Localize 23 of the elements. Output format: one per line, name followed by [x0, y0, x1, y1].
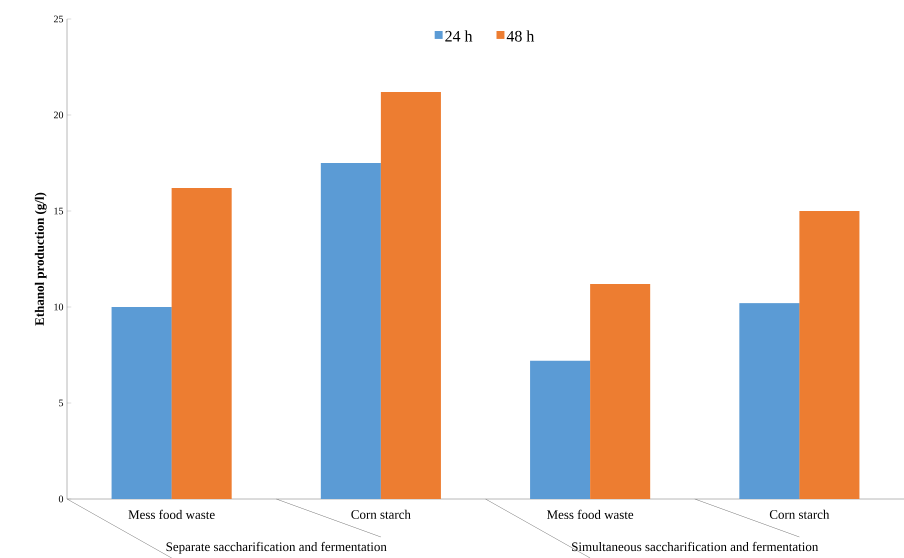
x-tick-label: Corn starch [770, 510, 830, 519]
bar [799, 211, 860, 499]
text: Separate saccharification and fermentation [166, 542, 387, 554]
x-tick-label: Mess food waste [128, 510, 215, 520]
legend-label: 24 h [445, 30, 472, 42]
y-tick-label: 10 [54, 304, 64, 310]
legend-label: 48 h [506, 30, 534, 42]
bar [739, 303, 800, 499]
y-axis-title: Ethanol production (g/l) [34, 192, 47, 326]
x-tick-label: Mess food waste [546, 510, 634, 520]
y-tick-label: 15 [54, 208, 64, 214]
x-tick-label: Corn starch [351, 510, 411, 519]
y-tick-label: 25 [54, 16, 64, 22]
bar [320, 163, 381, 499]
bar [112, 307, 172, 499]
bar [530, 360, 590, 499]
y-tick-label: 0 [58, 496, 64, 502]
bar [380, 92, 441, 499]
bar [590, 284, 650, 499]
bar [172, 188, 232, 499]
text: Simultaneous saccharification and fermentation [572, 542, 818, 552]
y-tick-label: 5 [59, 400, 64, 406]
y-tick-label: 20 [54, 112, 64, 118]
